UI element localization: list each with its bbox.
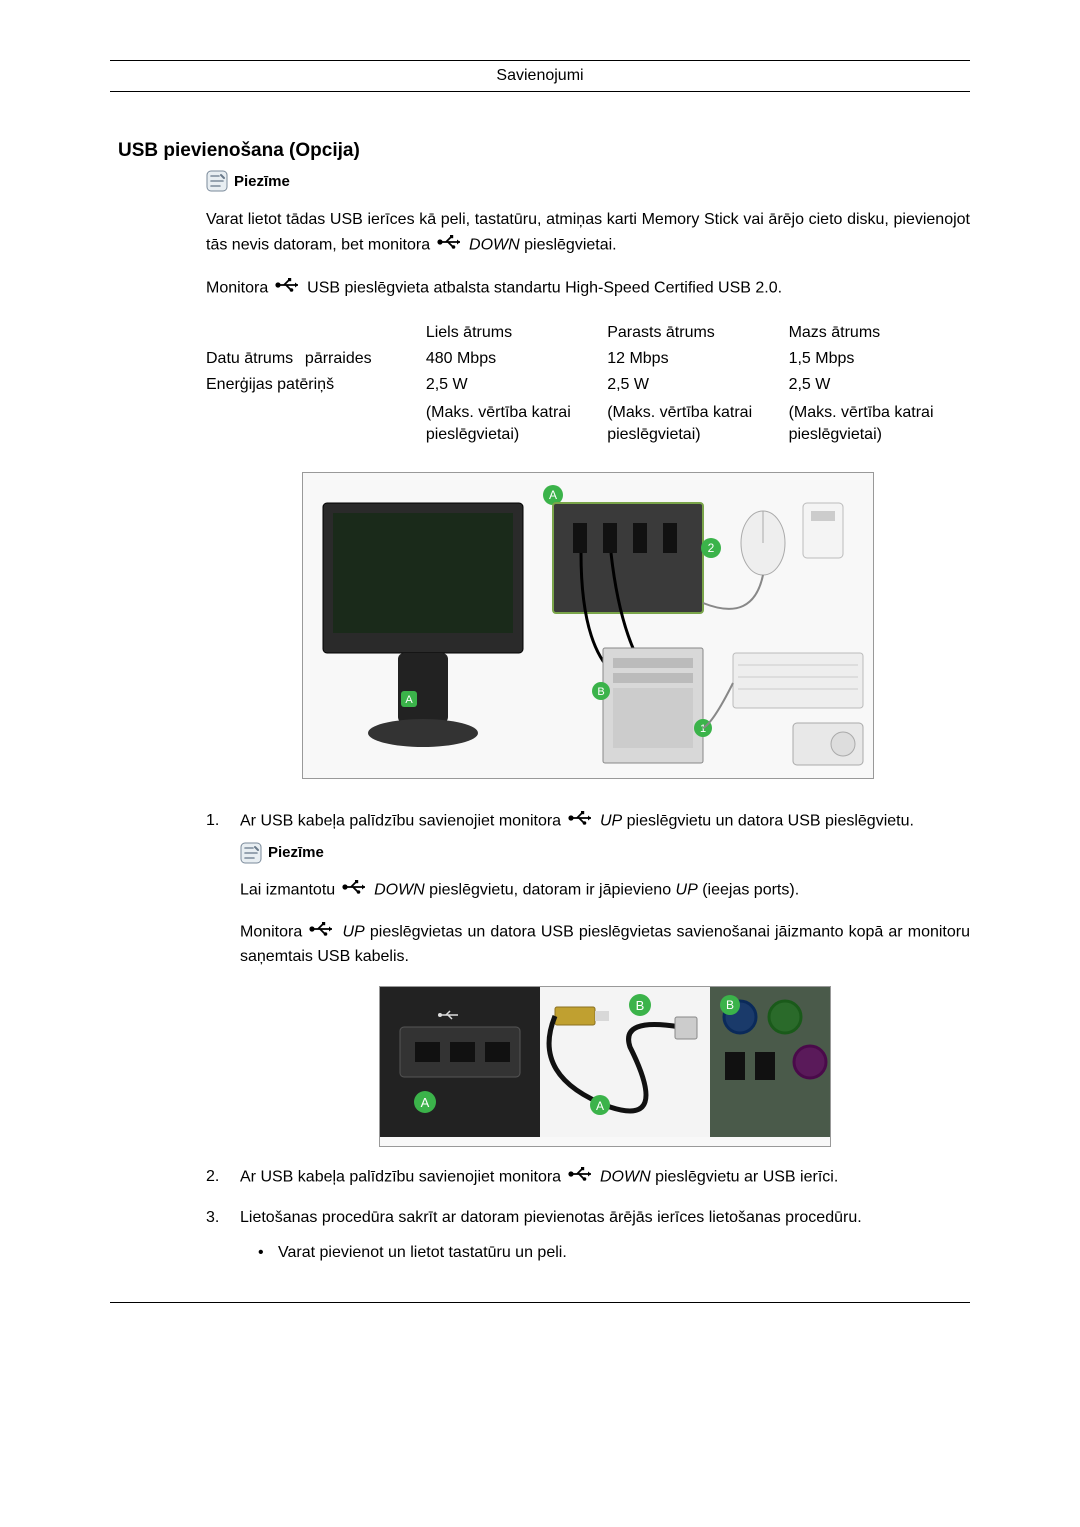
step-3: Lietošanas procedūra sakrīt ar datoram p… [206, 1206, 970, 1266]
down-label: DOWN [469, 236, 520, 253]
note-row: Piezīme [240, 841, 970, 864]
figure-box: A A 2 [302, 472, 874, 779]
svg-text:1: 1 [700, 723, 706, 735]
text: Monitora [240, 923, 307, 940]
usb-icon [309, 920, 335, 945]
text: Ar USB kabeļa palīdzību savienojiet moni… [240, 813, 566, 830]
section-title: USB pievienošana (Opcija) [118, 140, 970, 162]
sub-item: Varat pievienot un lietot tastatūru un p… [258, 1241, 970, 1266]
figure-box: A [379, 986, 831, 1147]
table-row: Datu ātrums pārraides 480 Mbps 12 Mbps 1… [206, 346, 970, 372]
table-row: Enerģijas patēriņš 2,5 W 2,5 W 2,5 W [206, 372, 970, 398]
text: Lai izmantotu [240, 882, 340, 899]
footnote-cell: (Maks. vērtība katrai pieslēgvietai) [607, 398, 788, 451]
text: Lietošanas procedūra sakrīt ar datoram p… [240, 1209, 862, 1226]
figure-1: A A 2 [206, 472, 970, 779]
intro-paragraph-1: Varat lietot tādas USB ierīces kā peli, … [206, 208, 970, 258]
step-1: Ar USB kabeļa palīdzību savienojiet moni… [206, 809, 970, 1146]
sub-list: Varat pievienot un lietot tastatūru un p… [258, 1241, 970, 1266]
section-body: Piezīme Varat lietot tādas USB ierīces k… [206, 170, 970, 1266]
usb-icon [342, 878, 368, 903]
note-label: Piezīme [268, 841, 324, 864]
usb-icon [568, 1165, 594, 1190]
footnote-cell: (Maks. vērtība katrai pieslēgvietai) [789, 398, 970, 451]
table-header-row: Liels ātrums Parasts ātrums Mazs ātrums [206, 320, 970, 346]
up-label: UP [343, 923, 365, 940]
row-label: pārraides [305, 346, 426, 372]
steps-list: Ar USB kabeļa palīdzību savienojiet moni… [206, 809, 970, 1265]
step-1-note-1: Lai izmantotu [240, 878, 970, 903]
svg-text:A: A [421, 1095, 430, 1110]
row-label: Enerģijas patēriņš [206, 372, 426, 398]
text: (ieejas ports). [702, 882, 799, 899]
svg-text:A: A [596, 1099, 604, 1113]
cell: 12 Mbps [607, 346, 788, 372]
step-1-note-2: Monitora UP [240, 920, 970, 970]
svg-text:B: B [636, 998, 645, 1013]
row-label: Datu ātrums [206, 346, 305, 372]
bottom-rule [110, 1302, 970, 1303]
col-header: Mazs ātrums [789, 320, 970, 346]
note-row: Piezīme [206, 170, 970, 192]
text: pieslēgvietai. [524, 236, 617, 253]
cell: 2,5 W [789, 372, 970, 398]
cell: 2,5 W [426, 372, 607, 398]
down-label: DOWN [374, 882, 425, 899]
text: USB pieslēgvieta atbalsta standartu High… [307, 280, 782, 297]
col-header: Liels ātrums [426, 320, 607, 346]
down-label: DOWN [600, 1168, 651, 1185]
page-header: Savienojumi [110, 65, 970, 92]
text: pieslēgvietu ar USB ierīci. [655, 1168, 838, 1185]
usb-icon [568, 809, 594, 834]
svg-text:2: 2 [708, 541, 715, 555]
table-footnote-row: (Maks. vērtība katrai pieslēgvietai) (Ma… [206, 398, 970, 451]
cell: 1,5 Mbps [789, 346, 970, 372]
content-area: USB pievienošana (Opcija) Piezīme Varat … [110, 92, 970, 1266]
usb-icon [437, 233, 463, 258]
label-a: A [405, 694, 413, 706]
specs-table: Liels ātrums Parasts ātrums Mazs ātrums … [206, 320, 970, 451]
usb-icon [275, 276, 301, 301]
text: pieslēgvietu un datora USB pieslēgvietu. [627, 813, 914, 830]
note-icon [240, 842, 262, 864]
up-label: UP [600, 813, 622, 830]
top-rule [110, 60, 970, 61]
svg-text:B: B [597, 686, 604, 698]
page: Savienojumi USB pievienošana (Opcija) Pi… [0, 0, 1080, 1383]
step-2: Ar USB kabeļa palīdzību savienojiet moni… [206, 1165, 970, 1190]
intro-paragraph-2: Monitora USB pieslēgvieta atbalsta stand… [206, 276, 970, 301]
text: pieslēgvietu, datoram ir jāpievieno [429, 882, 675, 899]
cell: 480 Mbps [426, 346, 607, 372]
footnote-cell: (Maks. vērtība katrai pieslēgvietai) [426, 398, 607, 451]
cell: 2,5 W [607, 372, 788, 398]
text: Ar USB kabeļa palīdzību savienojiet moni… [240, 1168, 566, 1185]
svg-text:A: A [549, 488, 557, 502]
text: Monitora [206, 280, 273, 297]
col-header: Parasts ātrums [607, 320, 788, 346]
figure-2: A [240, 986, 970, 1147]
up-label: UP [676, 882, 698, 899]
svg-text:B: B [726, 998, 734, 1012]
note-label: Piezīme [234, 173, 290, 190]
note-icon [206, 170, 228, 192]
